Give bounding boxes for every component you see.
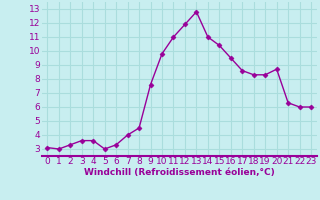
X-axis label: Windchill (Refroidissement éolien,°C): Windchill (Refroidissement éolien,°C) xyxy=(84,168,275,177)
